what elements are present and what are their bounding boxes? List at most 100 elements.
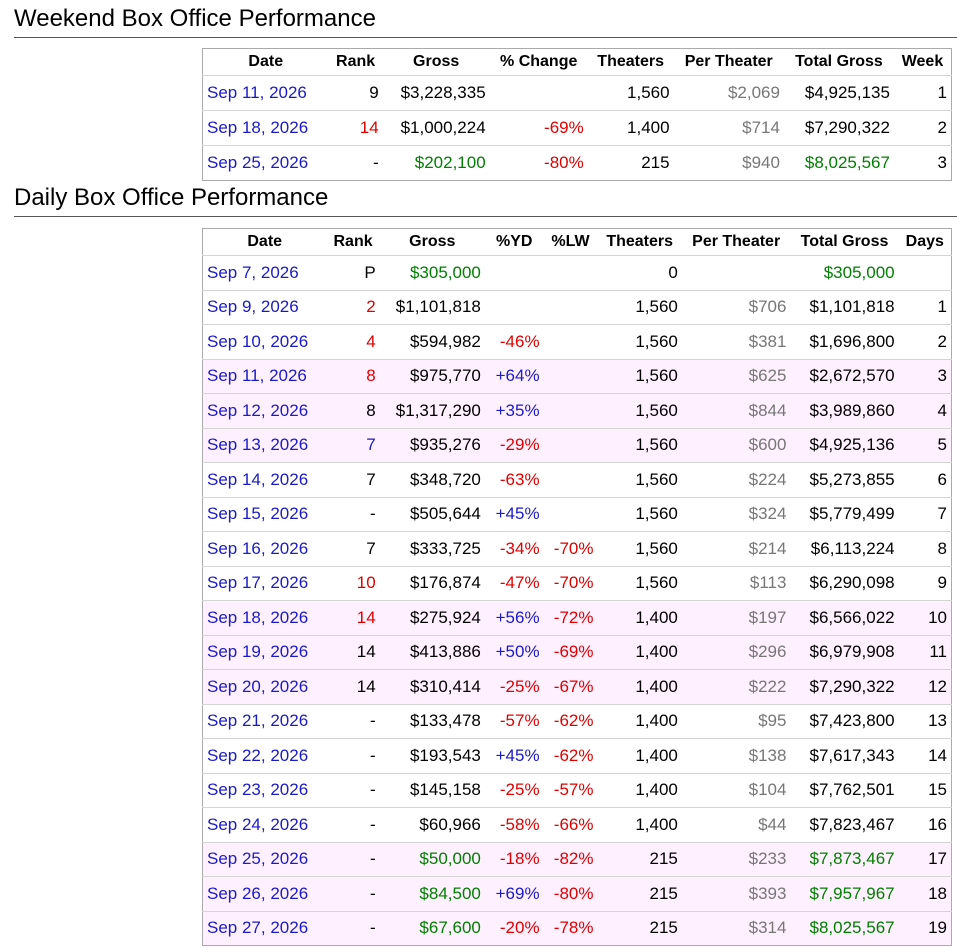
yd-change-cell: -46% — [484, 324, 544, 359]
col-header-days[interactable]: Days — [905, 233, 944, 250]
per-theater-cell: $2,069 — [673, 75, 784, 111]
col-header-date[interactable]: Date — [248, 53, 284, 70]
date-link[interactable]: Sep 20, 2026 — [202, 669, 327, 704]
date-link[interactable]: Sep 25, 2026 — [202, 145, 329, 181]
col-header-yd[interactable]: %YD — [496, 233, 533, 250]
days-cell: 4 — [898, 393, 952, 428]
date-link[interactable]: Sep 11, 2026 — [202, 75, 329, 111]
total-gross-cell: $5,779,499 — [790, 496, 899, 532]
rank-cell: 8 — [326, 393, 380, 428]
lw-change-cell: -72% — [543, 600, 598, 635]
date-link[interactable]: Sep 10, 2026 — [202, 324, 327, 359]
gross-cell: $333,725 — [379, 531, 485, 566]
yd-change-cell: -20% — [484, 910, 544, 946]
col-header-week[interactable]: Week — [901, 53, 944, 70]
gross-cell: $84,500 — [379, 876, 485, 911]
col-header-per-theater[interactable]: Per Theater — [692, 233, 781, 250]
lw-change-cell — [543, 358, 598, 394]
daily-row: Sep 16, 2026 7 $333,725 -34% -70% 1,560 $214 $6… — [202, 531, 952, 566]
date-link[interactable]: Sep 22, 2026 — [202, 738, 327, 773]
yd-change-cell: -18% — [484, 841, 544, 877]
date-link[interactable]: Sep 18, 2026 — [202, 600, 327, 635]
days-cell: 18 — [898, 876, 952, 911]
per-theater-cell: $844 — [681, 393, 791, 428]
days-cell: 3 — [898, 358, 952, 394]
yd-change-cell: +45% — [484, 738, 544, 773]
days-cell: 1 — [898, 289, 952, 325]
total-gross-cell: $8,025,567 — [783, 145, 894, 181]
date-link[interactable]: Sep 25, 2026 — [202, 841, 327, 877]
col-header-rank[interactable]: Rank — [333, 233, 373, 250]
weekend-row: Sep 18, 2026 14 $1,000,224 -69% 1,400 $714 $7,… — [202, 110, 952, 146]
yd-change-cell: +64% — [484, 358, 544, 394]
date-link[interactable]: Sep 18, 2026 — [202, 110, 329, 146]
yd-change-cell: -29% — [484, 427, 544, 463]
date-link[interactable]: Sep 13, 2026 — [202, 427, 327, 463]
per-theater-cell: $940 — [673, 145, 784, 181]
yd-change-cell: +35% — [484, 393, 544, 428]
per-theater-cell: $324 — [681, 496, 791, 532]
total-gross-cell: $7,290,322 — [783, 110, 894, 146]
days-cell: 15 — [898, 772, 952, 808]
date-link[interactable]: Sep 27, 2026 — [202, 910, 327, 946]
col-header-theaters[interactable]: Theaters — [597, 53, 664, 70]
lw-change-cell: -57% — [543, 772, 598, 808]
per-theater-cell: $44 — [681, 807, 791, 842]
col-header-gross[interactable]: Gross — [413, 53, 460, 70]
date-link[interactable]: Sep 14, 2026 — [202, 462, 327, 497]
total-gross-cell: $6,566,022 — [790, 600, 899, 635]
gross-cell: $202,100 — [382, 145, 490, 181]
daily-title-rule — [14, 216, 957, 217]
date-link[interactable]: Sep 15, 2026 — [202, 496, 327, 532]
date-link[interactable]: Sep 23, 2026 — [202, 772, 327, 808]
col-header-change[interactable]: % Change — [500, 53, 578, 70]
col-header-lw[interactable]: %LW — [551, 233, 590, 250]
col-header-date[interactable]: Date — [247, 233, 283, 250]
col-header-total-gross[interactable]: Total Gross — [800, 233, 889, 250]
per-theater-cell: $625 — [681, 358, 791, 394]
days-cell: 10 — [898, 600, 952, 635]
per-theater-cell: $393 — [681, 876, 791, 911]
days-cell: 16 — [898, 807, 952, 842]
date-link[interactable]: Sep 26, 2026 — [202, 876, 327, 911]
days-cell: 8 — [898, 531, 952, 566]
theaters-cell: 1,400 — [597, 600, 682, 635]
lw-change-cell — [543, 324, 598, 359]
date-link[interactable]: Sep 17, 2026 — [202, 565, 327, 601]
theaters-cell: 1,560 — [597, 358, 682, 394]
date-link[interactable]: Sep 21, 2026 — [202, 703, 327, 739]
per-theater-cell: $296 — [681, 634, 791, 670]
date-link[interactable]: Sep 7, 2026 — [202, 255, 327, 290]
rank-cell: 14 — [326, 600, 380, 635]
gross-cell: $50,000 — [379, 841, 485, 877]
lw-change-cell: -62% — [543, 703, 598, 739]
lw-change-cell — [543, 496, 598, 532]
per-theater-cell: $214 — [681, 531, 791, 566]
theaters-cell: 215 — [587, 145, 674, 181]
date-link[interactable]: Sep 16, 2026 — [202, 531, 327, 566]
yd-change-cell: +50% — [484, 634, 544, 670]
lw-change-cell — [543, 393, 598, 428]
daily-row: Sep 10, 2026 4 $594,982 -46% 1,560 $381 $1,696… — [202, 324, 952, 359]
col-header-theaters[interactable]: Theaters — [606, 233, 674, 250]
gross-cell: $3,228,335 — [382, 75, 490, 111]
daily-row: Sep 21, 2026- $133,478 -57% -62% 1,400 $95 $7,… — [202, 703, 952, 739]
days-cell: 7 — [898, 496, 952, 532]
theaters-cell: 1,560 — [597, 496, 682, 532]
rank-cell: - — [326, 876, 380, 911]
days-cell: 14 — [898, 738, 952, 773]
date-link[interactable]: Sep 24, 2026 — [202, 807, 327, 842]
date-link[interactable]: Sep 9, 2026 — [202, 289, 327, 325]
date-link[interactable]: Sep 12, 2026 — [202, 393, 327, 428]
date-link[interactable]: Sep 11, 2026 — [202, 358, 327, 394]
col-header-per-theater[interactable]: Per Theater — [684, 53, 773, 70]
daily-row: Sep 23, 2026- $145,158 -25% -57% 1,400 $104 $7… — [202, 772, 952, 808]
col-header-gross[interactable]: Gross — [409, 233, 456, 250]
col-header-total-gross[interactable]: Total Gross — [795, 53, 883, 70]
col-header-rank[interactable]: Rank — [336, 53, 376, 70]
week-cell: 3 — [893, 145, 952, 181]
daily-table: Date Rank Gross %YD %LW Theaters Per The… — [202, 228, 952, 946]
theaters-cell: 1,560 — [597, 427, 682, 463]
date-link[interactable]: Sep 19, 2026 — [202, 634, 327, 670]
yd-change-cell: +45% — [484, 496, 544, 532]
